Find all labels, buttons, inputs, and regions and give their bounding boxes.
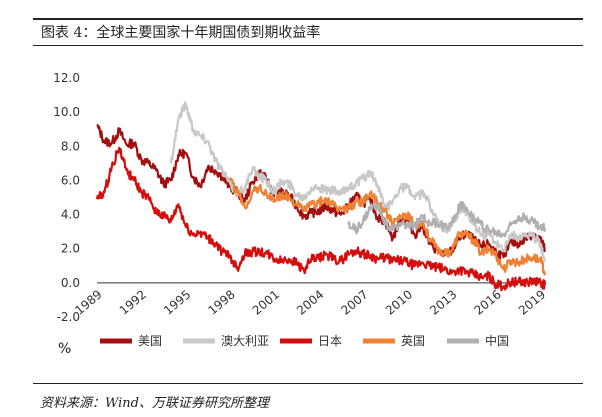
x-tick-label: 2016 bbox=[472, 287, 504, 317]
y-axis-ticks: -2.0 0.0 2.0 4.0 6.0 8.0 10.0 12.0 bbox=[53, 71, 80, 324]
x-tick-label: 1998 bbox=[205, 287, 237, 317]
y-axis-unit-label: % bbox=[58, 341, 72, 357]
x-tick-label: 1992 bbox=[117, 287, 149, 317]
legend-label: 澳大利亚 bbox=[221, 334, 269, 348]
legend-label: 美国 bbox=[138, 334, 162, 348]
series-lines bbox=[95, 101, 547, 292]
series-line-3 bbox=[229, 177, 547, 276]
legend-label: 中国 bbox=[485, 333, 509, 348]
x-axis-ticks: 1989 1992 1995 1998 2001 2004 2007 2010 2013 2016… bbox=[72, 287, 548, 317]
x-tick-label: 2013 bbox=[427, 287, 459, 317]
source-divider bbox=[33, 383, 583, 384]
y-tick-label: 2.0 bbox=[61, 242, 80, 256]
y-tick-label: 10.0 bbox=[53, 105, 80, 119]
y-tick-label: -2.0 bbox=[57, 310, 80, 324]
x-tick-label: 2001 bbox=[250, 287, 282, 317]
legend: 美国 澳大利亚 日本 英国 中国 bbox=[100, 333, 509, 348]
x-tick-label: 2004 bbox=[294, 287, 326, 317]
series-line-4 bbox=[347, 200, 547, 238]
chart-title-bar: 图表 4：全球主要国家十年期国债到期收益率 bbox=[33, 18, 583, 46]
legend-label: 日本 bbox=[318, 334, 342, 348]
series-line-1 bbox=[169, 101, 546, 263]
x-tick-label: 1995 bbox=[161, 287, 193, 317]
x-tick-label: 2007 bbox=[338, 287, 370, 317]
series-line-2 bbox=[95, 146, 547, 292]
y-tick-label: 6.0 bbox=[61, 173, 80, 187]
x-tick-label: 2019 bbox=[516, 287, 548, 317]
x-tick-label: 2010 bbox=[383, 287, 415, 317]
legend-label: 英国 bbox=[401, 334, 425, 348]
x-tick-label: 1989 bbox=[72, 287, 104, 317]
y-tick-label: 0.0 bbox=[61, 276, 80, 290]
y-tick-label: 4.0 bbox=[61, 208, 80, 222]
source-note: 资料来源：Wind、万联证券研究所整理 bbox=[40, 396, 269, 411]
chart-title: 图表 4：全球主要国家十年期国债到期收益率 bbox=[41, 25, 321, 41]
y-tick-label: 12.0 bbox=[53, 71, 80, 85]
y-tick-label: 8.0 bbox=[61, 139, 80, 153]
